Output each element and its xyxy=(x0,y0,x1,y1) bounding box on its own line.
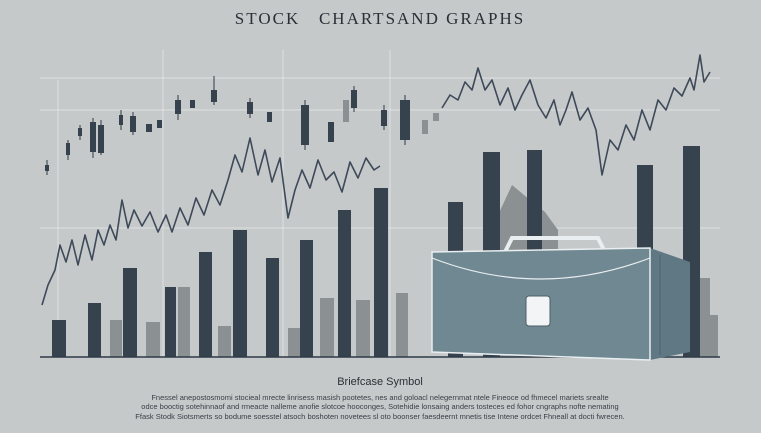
fine-print: odce booctig sotehinnaof and rmeacte nal… xyxy=(141,402,618,411)
title: STOCK CHARTSAND GRAPHS xyxy=(235,9,525,28)
candles xyxy=(45,76,439,175)
caption: Briefcase Symbol xyxy=(337,376,423,388)
fine-print: Fnessel anepostosmomi stocieal mrecte li… xyxy=(151,393,608,402)
lines xyxy=(41,54,711,306)
fine-print: Ffask Stodk Siotsmerts so bodume soesste… xyxy=(135,412,624,421)
briefcase xyxy=(431,236,690,361)
